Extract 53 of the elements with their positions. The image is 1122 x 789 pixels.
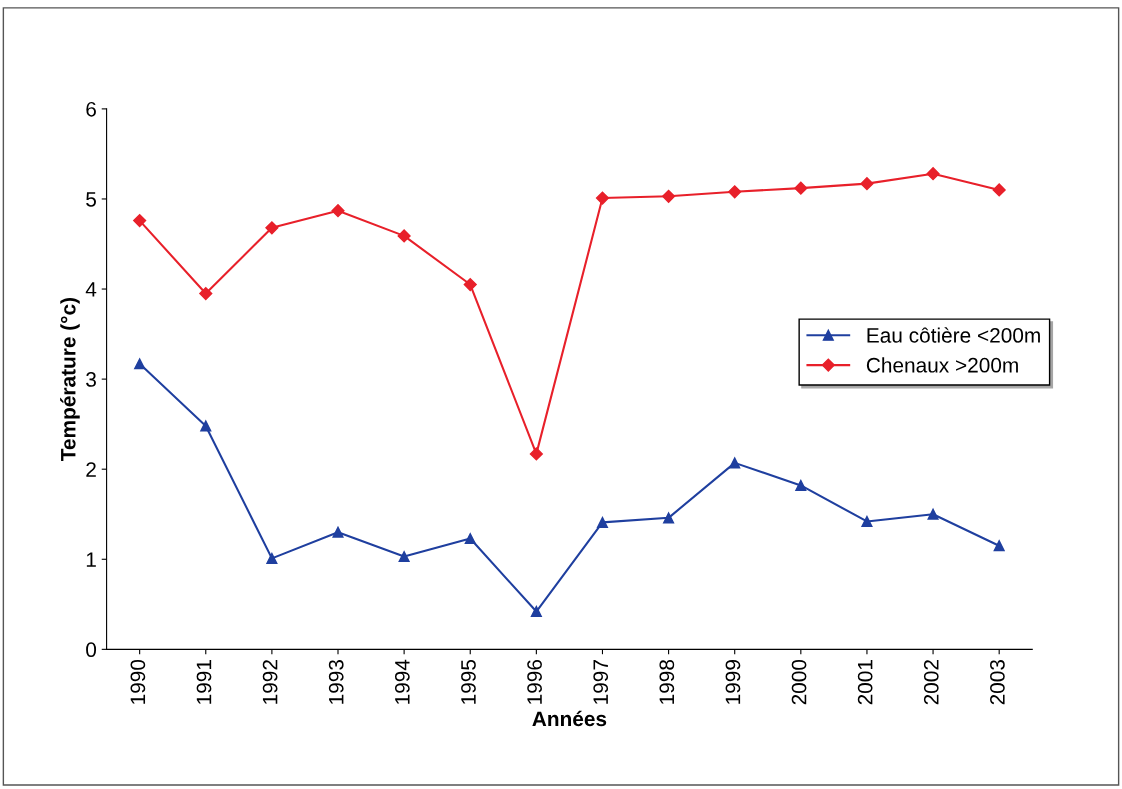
point bbox=[397, 229, 411, 243]
point bbox=[861, 515, 873, 527]
y-tick-label: 3 bbox=[86, 372, 96, 387]
point bbox=[595, 191, 610, 205]
point bbox=[134, 358, 146, 370]
legend-label: Chenaux >200m bbox=[866, 357, 1018, 373]
point bbox=[860, 177, 874, 191]
point bbox=[265, 221, 279, 235]
x-tick-label: 1998 bbox=[659, 659, 675, 704]
legend-label: Eau côtière <200m bbox=[867, 327, 1040, 343]
x-tick-label: 1995 bbox=[461, 659, 476, 704]
point bbox=[728, 185, 742, 199]
x-tick-label: 1992 bbox=[262, 660, 278, 704]
x-tick-label: 1997 bbox=[593, 660, 609, 704]
point bbox=[729, 457, 741, 469]
point bbox=[794, 181, 808, 195]
x-tick-label: 1994 bbox=[394, 659, 410, 704]
y-tick-label: 2 bbox=[86, 462, 96, 477]
x-tick-label: 1996 bbox=[527, 659, 542, 704]
point bbox=[663, 512, 675, 524]
point bbox=[332, 526, 344, 538]
y-tick-label: 4 bbox=[85, 282, 97, 297]
point bbox=[596, 516, 609, 528]
point bbox=[992, 183, 1006, 197]
point bbox=[266, 552, 278, 564]
x-tick-label: 2001 bbox=[857, 660, 873, 705]
point bbox=[133, 213, 147, 228]
point bbox=[530, 605, 542, 618]
point bbox=[398, 551, 410, 563]
x-tick-label: 1993 bbox=[328, 659, 344, 704]
x-tick-label: 1990 bbox=[130, 659, 146, 704]
point bbox=[463, 277, 477, 292]
point bbox=[199, 286, 213, 301]
y-tick-label: 1 bbox=[86, 552, 96, 567]
point bbox=[795, 479, 807, 491]
x-tick-label: 1999 bbox=[725, 660, 741, 704]
point bbox=[662, 189, 676, 203]
y-tick-label: 6 bbox=[86, 101, 96, 117]
x-tick-label: 2003 bbox=[990, 659, 1005, 705]
y-axis-title: Température (°c) bbox=[60, 298, 80, 461]
x-tick-label: 1991 bbox=[196, 660, 212, 704]
point bbox=[200, 420, 212, 432]
y-tick-label: 0 bbox=[86, 642, 97, 658]
point bbox=[993, 540, 1005, 552]
point bbox=[331, 204, 345, 218]
x-axis-title: Années bbox=[532, 710, 607, 727]
point bbox=[464, 532, 476, 545]
x-tick-label: 2000 bbox=[791, 659, 807, 705]
y-tick-label: 5 bbox=[86, 192, 96, 207]
point bbox=[529, 447, 543, 461]
point bbox=[927, 508, 939, 520]
point bbox=[926, 167, 940, 181]
x-tick-label: 2002 bbox=[923, 660, 939, 705]
